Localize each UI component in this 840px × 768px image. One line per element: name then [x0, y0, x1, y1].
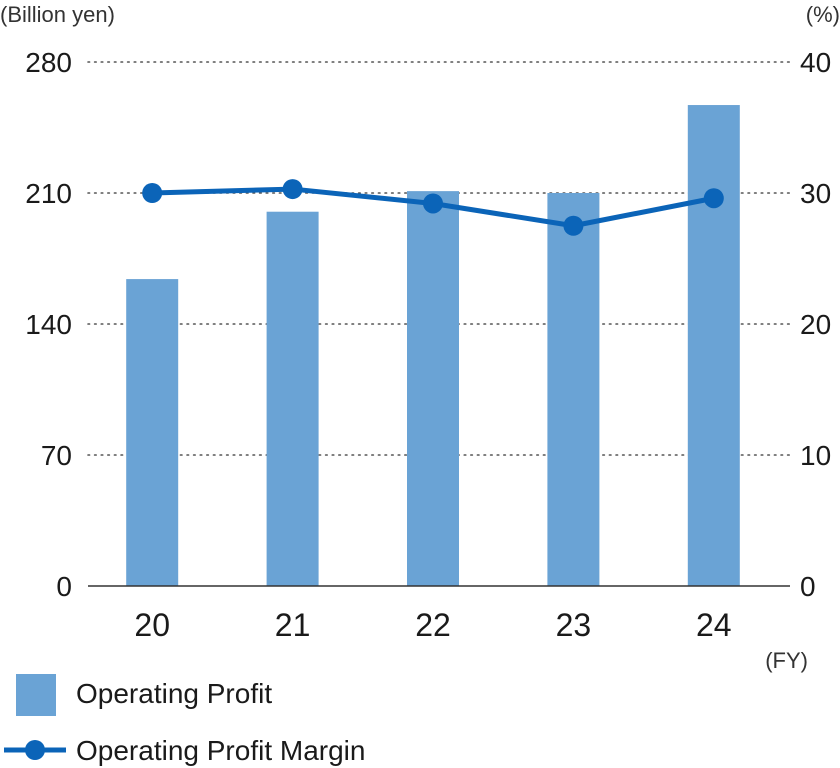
x-tick-label: 22	[415, 607, 451, 643]
bars	[126, 105, 740, 587]
right-tick-label: 30	[800, 178, 831, 209]
point-operating-profit-margin	[563, 215, 584, 236]
left-axis-unit: (Billion yen)	[0, 2, 115, 27]
point-operating-profit-margin	[703, 188, 724, 209]
left-tick-label: 70	[41, 440, 72, 471]
left-tick-label: 280	[25, 47, 72, 78]
bar-operating-profit	[126, 279, 179, 586]
point-operating-profit-margin	[282, 179, 303, 200]
x-axis-ticks: 20 21 22 23 24	[134, 607, 731, 643]
point-operating-profit-margin	[142, 183, 163, 203]
point-operating-profit-margin	[423, 193, 443, 214]
legend-label-operating-profit: Operating Profit	[76, 678, 272, 709]
x-tick-label: 21	[275, 607, 311, 643]
legend-label-operating-profit-margin: Operating Profit Margin	[76, 735, 365, 766]
bar-operating-profit	[266, 211, 319, 586]
bar-operating-profit	[687, 105, 740, 587]
bar-operating-profit	[547, 193, 600, 586]
legend: Operating Profit Operating Profit Margin	[4, 674, 365, 766]
right-tick-label: 0	[800, 571, 816, 602]
x-tick-label: 24	[696, 607, 732, 643]
right-tick-label: 20	[800, 309, 831, 340]
left-tick-label: 210	[25, 178, 72, 209]
right-tick-label: 10	[800, 440, 831, 471]
left-axis-ticks: 0 70 140 210 280	[25, 47, 72, 602]
x-tick-label: 20	[134, 607, 170, 643]
legend-swatch-operating-profit	[16, 674, 56, 716]
bar-operating-profit	[407, 191, 459, 586]
x-tick-label: 23	[556, 607, 592, 643]
right-tick-label: 40	[800, 47, 831, 78]
legend-swatch-marker	[25, 740, 45, 760]
right-axis-ticks: 0 10 20 30 40	[800, 47, 831, 602]
left-tick-label: 140	[25, 309, 72, 340]
x-axis-unit: (FY)	[765, 648, 808, 673]
margin-line	[142, 179, 724, 236]
left-tick-label: 0	[56, 571, 72, 602]
right-axis-unit: (%)	[806, 2, 840, 27]
